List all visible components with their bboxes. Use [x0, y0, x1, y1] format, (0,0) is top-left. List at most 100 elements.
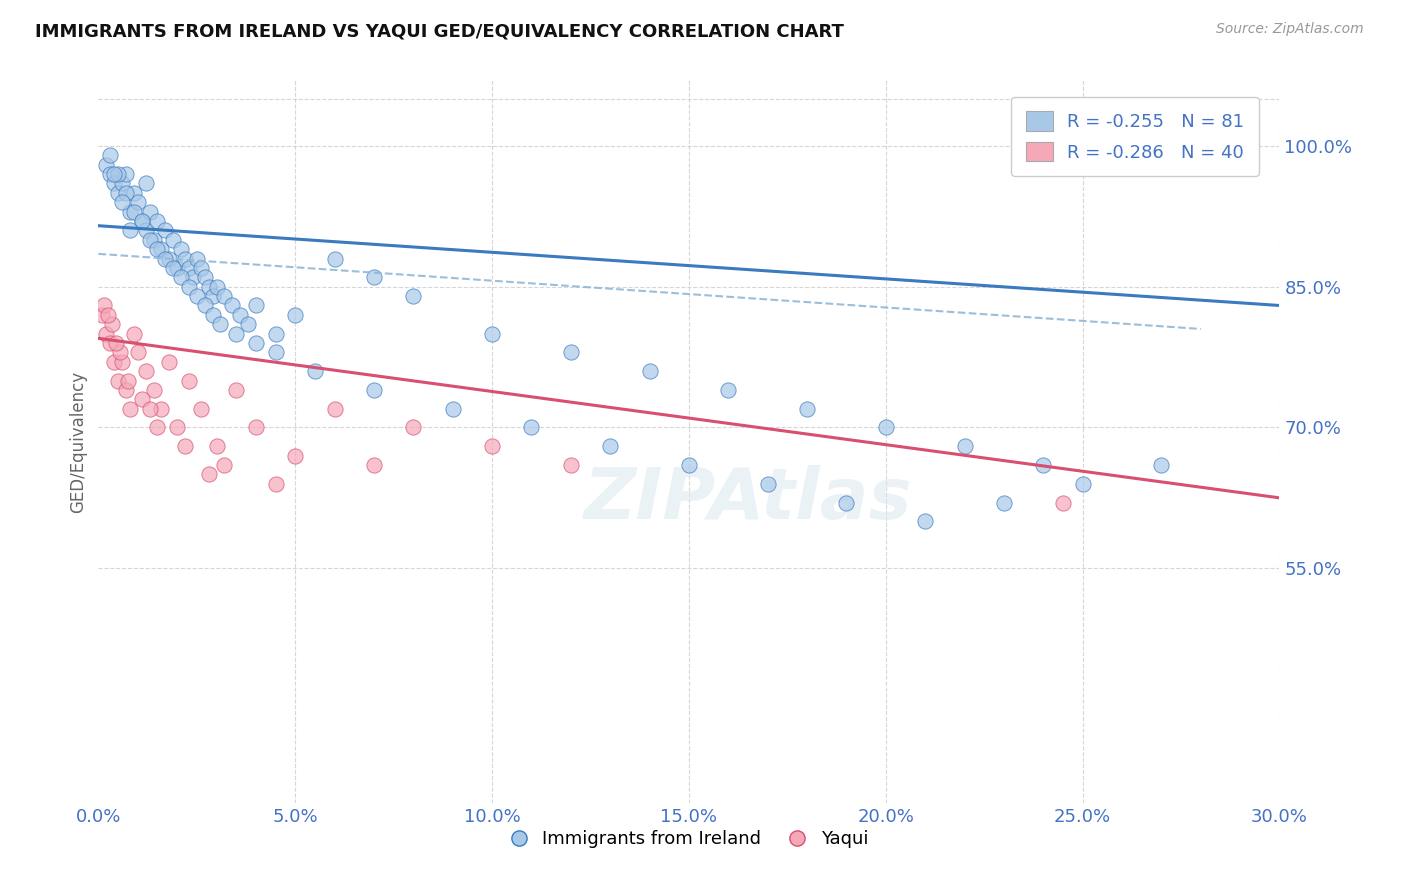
Point [117, 374, 139, 388]
Point [363, 270, 385, 285]
Point [97, 308, 120, 322]
Point [520, 420, 543, 434]
Point [166, 420, 188, 434]
Point [91, 308, 114, 322]
Point [142, 383, 165, 397]
Point [284, 449, 307, 463]
Point [201, 308, 224, 322]
Point [1032, 458, 1054, 472]
Point [111, 355, 134, 369]
Point [1052, 495, 1074, 509]
Point [131, 392, 153, 407]
Point [363, 383, 385, 397]
Point [186, 289, 208, 303]
Point [98, 167, 121, 181]
Point [177, 279, 200, 293]
Point [111, 195, 134, 210]
Point [221, 298, 243, 312]
Point [138, 401, 160, 416]
Point [127, 195, 149, 210]
Point [96, 326, 118, 341]
Point [304, 364, 326, 378]
Point [105, 336, 128, 351]
Point [107, 167, 129, 181]
Point [363, 458, 385, 472]
Point [166, 260, 188, 275]
Point [264, 476, 287, 491]
Point [197, 279, 219, 293]
Point [103, 177, 125, 191]
Point [150, 242, 173, 256]
Point [181, 270, 204, 285]
Point [1071, 476, 1094, 491]
Point [135, 223, 157, 237]
Point [107, 374, 129, 388]
Point [441, 401, 464, 416]
Point [174, 439, 197, 453]
Text: Source: ZipAtlas.com: Source: ZipAtlas.com [1216, 22, 1364, 37]
Point [245, 298, 267, 312]
Point [101, 318, 124, 332]
Point [1150, 458, 1173, 472]
Point [186, 252, 208, 266]
Point [177, 374, 200, 388]
Point [115, 186, 138, 200]
Point [194, 270, 217, 285]
Point [229, 308, 252, 322]
Point [131, 214, 153, 228]
Point [756, 476, 779, 491]
Legend: Immigrants from Ireland, Yaqui: Immigrants from Ireland, Yaqui [502, 822, 876, 855]
Point [135, 177, 157, 191]
Point [638, 364, 661, 378]
Point [560, 345, 582, 359]
Point [323, 401, 346, 416]
Point [875, 420, 897, 434]
Point [402, 289, 425, 303]
Point [205, 439, 228, 453]
Point [118, 223, 141, 237]
Point [953, 439, 976, 453]
Point [127, 345, 149, 359]
Point [190, 260, 212, 275]
Point [835, 495, 858, 509]
Point [796, 401, 818, 416]
Point [138, 233, 160, 247]
Point [245, 336, 267, 351]
Point [205, 279, 228, 293]
Point [225, 326, 247, 341]
Point [197, 467, 219, 482]
Point [107, 186, 129, 200]
Point [162, 260, 184, 275]
Point [115, 383, 138, 397]
Point [157, 252, 180, 266]
Point [150, 401, 173, 416]
Point [560, 458, 582, 472]
Point [264, 345, 287, 359]
Point [717, 383, 740, 397]
Point [402, 420, 425, 434]
Point [678, 458, 700, 472]
Point [177, 260, 200, 275]
Point [155, 252, 177, 266]
Point [190, 401, 212, 416]
Point [108, 345, 131, 359]
Point [162, 233, 184, 247]
Point [599, 439, 621, 453]
Text: ZIPAtlas: ZIPAtlas [583, 465, 912, 533]
Point [157, 355, 180, 369]
Point [146, 242, 169, 256]
Point [236, 318, 259, 332]
Point [146, 214, 169, 228]
Point [98, 148, 121, 162]
Point [225, 383, 247, 397]
Text: IMMIGRANTS FROM IRELAND VS YAQUI GED/EQUIVALENCY CORRELATION CHART: IMMIGRANTS FROM IRELAND VS YAQUI GED/EQU… [35, 22, 844, 40]
Point [214, 289, 236, 303]
Point [201, 289, 224, 303]
Point [481, 439, 503, 453]
Point [118, 204, 141, 219]
Point [170, 270, 193, 285]
Point [96, 158, 118, 172]
Point [214, 458, 236, 472]
Point [245, 420, 267, 434]
Point [131, 214, 153, 228]
